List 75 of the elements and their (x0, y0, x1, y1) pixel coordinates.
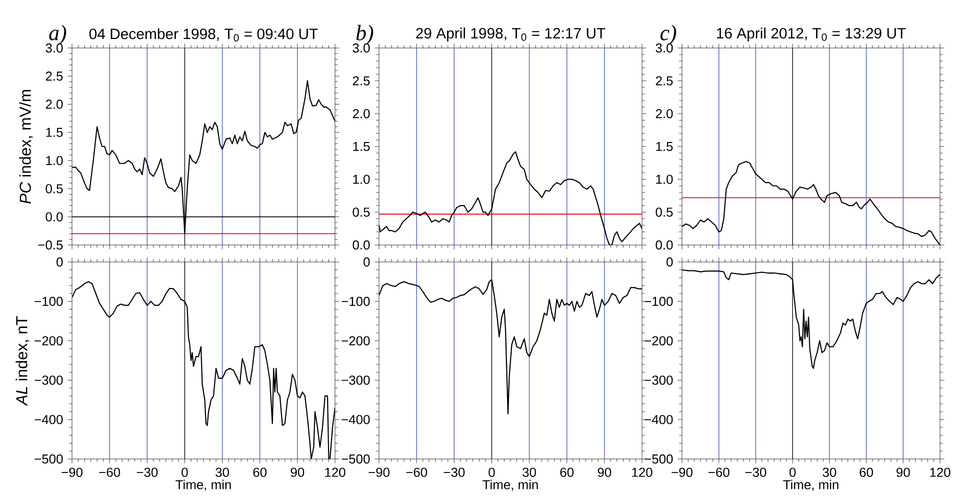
text: a) (49, 24, 66, 45)
x-tick-label: −60 (99, 468, 120, 477)
y-tick-label: −100 (34, 296, 63, 306)
y-tick-label: 3.0 (46, 43, 63, 53)
x-tick-label: 90 (290, 468, 304, 477)
y-tick-label: 0 (364, 257, 370, 267)
x-tick-label: 30 (822, 468, 836, 477)
y-tick-label: 2.5 (656, 76, 673, 86)
y-tick-label: −400 (342, 414, 370, 424)
y-tick-label: 2.5 (46, 72, 63, 81)
x-tick-label: 120 (930, 468, 950, 477)
y-tick-label: 3.0 (352, 43, 370, 53)
y-tick-label: −400 (644, 414, 673, 424)
y-tick-label: 2.0 (656, 109, 673, 118)
y-tick-label: −400 (34, 414, 63, 424)
y-tick-label: 0.5 (656, 208, 673, 217)
chart-title: 04 December 1998, T$_{0}$ = 09:40 UT (89, 28, 318, 42)
x-tick-label: −90 (672, 468, 692, 477)
y-tick-label: 1.0 (353, 174, 370, 184)
y-tick-label: 2.5 (352, 76, 370, 86)
y-tick-label: −300 (34, 376, 63, 385)
y-axis-title: PC index, mV/m (19, 90, 33, 204)
x-tick-label: −90 (62, 468, 82, 477)
y-tick-label: 0.5 (46, 184, 63, 194)
y-tick-label: 1.5 (46, 128, 63, 137)
y-tick-label: −500 (644, 454, 673, 464)
y-tick-label: 0 (56, 257, 63, 267)
x-tick-label: −30 (745, 468, 766, 477)
x-tick-label: −60 (406, 468, 428, 477)
x-tick-label: −60 (708, 468, 730, 477)
x-tick-label: 60 (253, 468, 267, 477)
x-tick-label: −30 (444, 468, 465, 477)
x-tick-label: −90 (368, 468, 390, 477)
x-tick-label: 0 (789, 468, 796, 477)
x-tick-label: 0 (488, 468, 495, 477)
y-tick-label: −0.5 (38, 240, 63, 250)
y-tick-label: 0.0 (656, 240, 673, 250)
x-tick-label: 60 (860, 468, 873, 477)
y-tick-label: −500 (342, 454, 370, 464)
y-tick-label: 0 (666, 257, 673, 267)
y-tick-label: 0.5 (352, 208, 370, 217)
y-tick-label: −100 (644, 296, 673, 306)
x-axis-title: Time, min (783, 480, 838, 491)
y-tick-label: −200 (644, 336, 673, 346)
y-tick-label: −300 (342, 376, 370, 385)
x-axis-title: Time, min (482, 480, 538, 491)
y-tick-label: 0.0 (46, 212, 63, 222)
x-tick-label: 120 (632, 468, 652, 477)
x-tick-label: 90 (598, 468, 612, 477)
y-tick-label: 3.0 (656, 43, 673, 53)
y-tick-label: 1.5 (353, 142, 370, 151)
x-tick-label: 30 (216, 468, 229, 477)
y-tick-label: 1.0 (46, 156, 63, 166)
x-tick-label: 90 (896, 468, 910, 477)
x-tick-label: 120 (325, 468, 346, 477)
y-tick-label: −200 (342, 336, 370, 346)
x-tick-label: 0 (182, 468, 188, 477)
y-tick-label: −300 (644, 376, 673, 385)
x-axis-title: Time, min (176, 480, 231, 491)
y-tick-label: 1.0 (656, 174, 673, 184)
chart-title: 16 April 2012, T$_{0}$ = 13:29 UT (716, 28, 906, 42)
y-tick-label: −100 (342, 296, 370, 306)
y-tick-label: 1.5 (656, 142, 673, 151)
y-tick-label: 0.0 (352, 240, 370, 250)
x-tick-label: −30 (136, 468, 158, 477)
text: b) (356, 24, 374, 45)
x-tick-label: 30 (522, 468, 536, 477)
chart-title: 29 April 1998, T$_{0}$ = 12:17 UT (416, 28, 606, 42)
y-tick-label: −200 (34, 336, 63, 346)
y-tick-label: 2.0 (46, 100, 63, 109)
y-axis-title: AL index, nT (16, 316, 30, 406)
x-tick-label: 60 (560, 468, 574, 477)
y-tick-label: 2.0 (352, 109, 370, 118)
text: c) (660, 24, 676, 45)
y-tick-label: −500 (34, 454, 63, 464)
